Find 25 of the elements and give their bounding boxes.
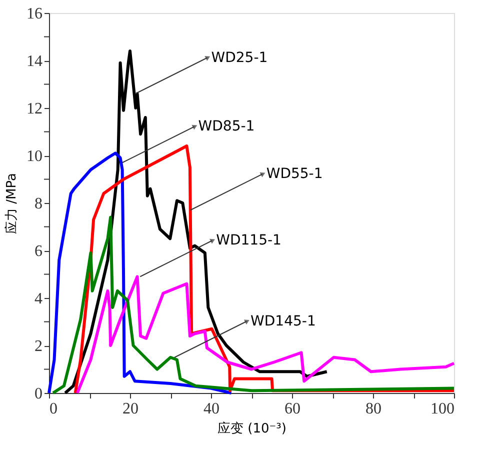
x-tick-label: 20 xyxy=(122,400,138,418)
y-tick-label: 6 xyxy=(34,243,42,260)
x-tick-label: 100 xyxy=(430,400,454,418)
y-tick-label: 10 xyxy=(26,148,42,165)
annotation: WD145-1 xyxy=(250,313,316,330)
line-series xyxy=(64,50,328,394)
annotation: WD55-1 xyxy=(266,166,323,182)
line-series xyxy=(76,275,456,394)
y-tick-label: 2 xyxy=(34,338,42,355)
x-axis-title: 应变 (10⁻³) xyxy=(218,420,286,436)
annotation: WD85-1 xyxy=(198,118,255,135)
y-tick-label: 12 xyxy=(26,100,42,118)
y-tick-label: 16 xyxy=(26,6,42,22)
x-tick-label: 80 xyxy=(366,400,382,418)
y-axis-title: 应力 /MPa xyxy=(4,173,20,234)
annotation: WD25-1 xyxy=(211,50,268,66)
y-tick-label: 0 xyxy=(34,386,42,402)
y-tick-label: 4 xyxy=(34,290,42,308)
annotation: WD115-1 xyxy=(216,232,282,249)
line-series xyxy=(52,216,456,394)
x-tick-label: 0 xyxy=(50,400,58,418)
x-tick-label: 40 xyxy=(204,400,220,418)
x-tick-label: 60 xyxy=(284,400,300,418)
y-tick-label: 14 xyxy=(26,53,42,70)
y-tick-label: 8 xyxy=(34,196,42,212)
